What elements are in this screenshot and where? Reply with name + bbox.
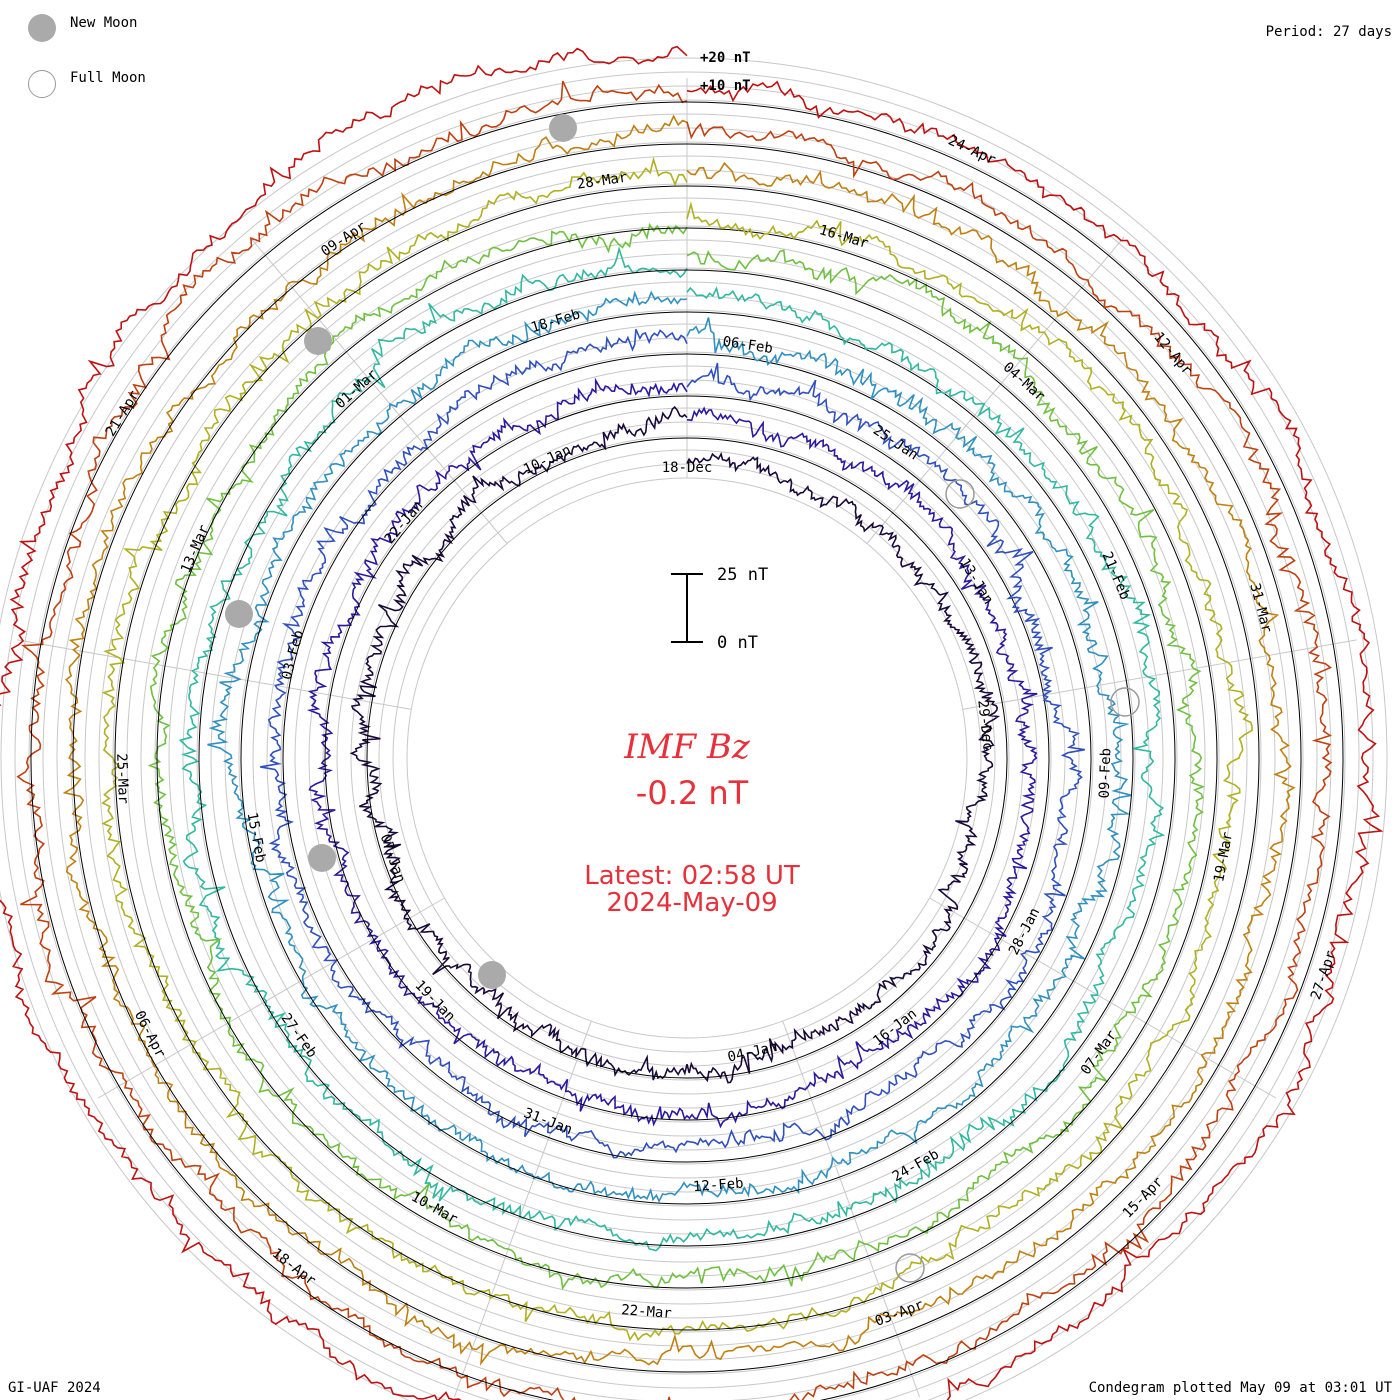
bz-trace-turn-3 [260, 328, 1085, 1159]
date-label: 24-Apr [946, 133, 999, 169]
grid-spoke [97, 897, 445, 1099]
zero-baseline [198, 269, 1176, 1247]
bz-trace-turn-7 [101, 156, 1253, 1342]
new-moon-label: New Moon [70, 15, 138, 31]
latest-time: Latest: 02:58 UT [584, 861, 800, 891]
new-moon-marker [308, 844, 336, 872]
bz-trace-turn-8 [62, 114, 1296, 1366]
new-moon-marker [225, 600, 253, 628]
date-label: 13-Jan [956, 556, 996, 608]
bz-trace-turn-5 [178, 245, 1166, 1252]
grid-spoke [962, 639, 1357, 710]
ring-labels: +20 nT +10 nT [700, 50, 751, 94]
chart-title: IMF Bz [623, 727, 751, 767]
date-label: 07-Mar [1078, 1028, 1120, 1078]
zero-baseline [366, 437, 1008, 1079]
date-label: 03-Feb [279, 628, 307, 681]
credit-label: GI-UAF 2024 [8, 1380, 101, 1396]
scale-bottom-label: 0 nT [717, 633, 758, 653]
grid-circle [0, 57, 1388, 1400]
date-label: 21-Apr [103, 388, 143, 440]
current-value: -0.2 nT [636, 774, 749, 812]
full-moon-icon [28, 70, 56, 98]
date-label: 25-Mar [113, 753, 131, 804]
bz-trace-turn-9 [16, 80, 1333, 1400]
bz-trace-turn-10 [0, 45, 1384, 1400]
date-label: 03-Apr [873, 1297, 926, 1330]
zero-baseline [240, 311, 1134, 1205]
ring-label: +10 nT [700, 78, 751, 94]
date-label: 25-Jan [870, 422, 921, 463]
moon-phase-markers [225, 114, 1140, 1283]
bz-traces [0, 45, 1384, 1400]
day-spokes [17, 78, 1357, 1398]
date-label: 19-Mar [1211, 831, 1236, 884]
full-moon-marker [1110, 687, 1140, 717]
ring-label: +20 nT [700, 50, 751, 66]
full-moon-label: Full Moon [70, 70, 146, 86]
date-label: 22-Mar [621, 1302, 673, 1322]
grid-spoke [249, 236, 508, 544]
grid-spoke [17, 639, 412, 710]
full-moon-marker [895, 1253, 925, 1283]
grid-circle [0, 71, 1374, 1400]
date-label: 04-Mar [1000, 359, 1048, 405]
date-label: 28-Mar [576, 170, 628, 193]
plotted-timestamp: Condegram plotted May 09 at 03:01 UT [1088, 1380, 1392, 1396]
bz-trace-turn-6 [147, 222, 1206, 1291]
date-label: 15-Feb [244, 811, 269, 864]
zero-baseline [72, 143, 1302, 1373]
bz-trace-turn-4 [207, 290, 1132, 1204]
center-readout: IMF Bz -0.2 nT Latest: 02:58 UT 2024-May… [584, 727, 800, 918]
grid-spoke [453, 1020, 592, 1398]
new-moon-marker [478, 961, 506, 989]
date-label: 09-Feb [1097, 748, 1115, 799]
date-label: 15-Apr [1120, 1174, 1167, 1221]
date-label: 31-Jan [521, 1105, 574, 1138]
scale-top-label: 25 nT [717, 565, 768, 585]
zero-baseline [30, 101, 1344, 1400]
scale-bar: 25 nT 0 nT [671, 565, 768, 653]
date-label: 06-Feb [721, 334, 773, 357]
date-label: 22-Jan [382, 498, 427, 547]
new-moon-icon [28, 14, 56, 42]
zero-baseline [156, 227, 1218, 1289]
new-moon-marker [304, 327, 332, 355]
period-label: Period: 27 days [1265, 24, 1392, 40]
grid-spoke [929, 897, 1277, 1099]
bz-trace-turn-1 [349, 405, 1001, 1084]
date-label: 04-Jan [726, 1039, 779, 1066]
full-moon-marker [945, 479, 975, 509]
latest-date: 2024-May-09 [606, 888, 777, 918]
date-label: 10-Jan [521, 442, 574, 478]
date-label: 12-Feb [692, 1176, 744, 1196]
zero-baseline [282, 353, 1092, 1163]
date-label: 18-Dec [662, 460, 713, 476]
date-label: 29-Dec [974, 699, 995, 751]
zero-baseline [114, 185, 1260, 1331]
new-moon-marker [549, 114, 577, 142]
zero-baseline [324, 395, 1050, 1121]
date-label: 16-Jan [870, 1006, 920, 1050]
bz-trace-turn-2 [306, 377, 1038, 1129]
